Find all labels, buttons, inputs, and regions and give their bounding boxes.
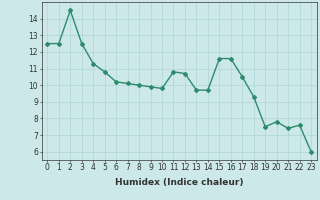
X-axis label: Humidex (Indice chaleur): Humidex (Indice chaleur)	[115, 178, 244, 187]
